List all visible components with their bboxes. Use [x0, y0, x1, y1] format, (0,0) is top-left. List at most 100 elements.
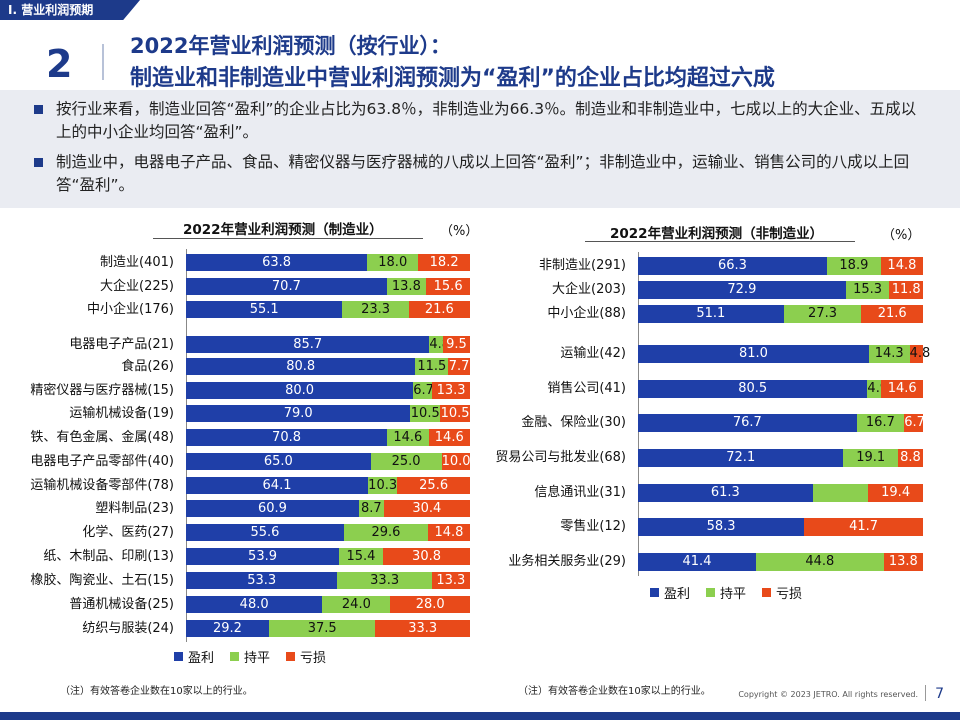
legend-item-profit: 盈利: [174, 647, 214, 666]
page-title-line2: 制造业和非制造业中营业利润预测为“盈利”的企业占比均超过六成: [130, 66, 775, 91]
bar-segment-profit: 76.7: [638, 414, 857, 432]
data-label: 10.5: [410, 406, 440, 421]
data-label: 65.0: [263, 454, 293, 469]
bar-segment-loss: 41.7: [804, 518, 923, 536]
category-label: 铁、有色金属、金属(48): [30, 429, 174, 445]
legend-swatch-loss: [286, 652, 296, 661]
bar-segment-loss: 7.7: [448, 358, 470, 375]
bar-segment-loss: 10.0: [441, 453, 471, 470]
bar-segment-profit: 72.9: [638, 281, 846, 299]
data-label: 25.6: [419, 478, 449, 493]
footnote-nonmanufacturing: （注）有效答卷企业数在10家以上的行业。: [518, 686, 711, 697]
data-label: 18.2: [429, 255, 459, 270]
bar-segment-profit: 65.0: [186, 453, 371, 470]
data-label: 44.8: [805, 554, 835, 569]
legend-item-profit: 盈利: [650, 583, 690, 602]
data-label: 25.0: [391, 454, 421, 469]
legend-label: 持平: [244, 651, 271, 666]
footnote-manufacturing: （注）有效答卷企业数在10家以上的行业。: [60, 686, 253, 697]
data-label: 80.0: [285, 383, 315, 398]
data-label: 8.7: [360, 501, 382, 516]
bullet-item: 制造业中，电器电子产品、食品、精密仪器与医疗器械的八成以上回答“盈利”；非制造业…: [34, 151, 930, 197]
bar-segment-flat: 33.3: [337, 572, 432, 589]
bar-segment-flat: 19.1: [843, 449, 898, 467]
bar-segment-profit: 41.4: [638, 553, 756, 571]
bar-segment-flat: 11.5: [415, 358, 449, 375]
legend-item-flat: 持平: [230, 647, 270, 666]
legend-label: 持平: [720, 587, 747, 602]
chart-unit-manufacturing: （%）: [440, 224, 479, 239]
bar-segment-loss: 4.8: [909, 345, 930, 363]
data-label: 80.5: [738, 381, 768, 396]
legend-swatch-loss: [762, 588, 772, 597]
page-number: 7: [935, 686, 944, 702]
bar-segment-flat: 18.0: [367, 254, 419, 271]
category-label: 中小企业(88): [547, 306, 626, 321]
legend-item-loss: 亏损: [762, 583, 802, 602]
bar-segment-loss: 14.6: [881, 380, 923, 398]
chart-unit-nonmanufacturing: （%）: [882, 228, 921, 243]
category-label: 金融、保险业(30): [521, 415, 626, 430]
data-label: 85.7: [293, 337, 323, 352]
bar-segment-flat: 4.8: [429, 336, 450, 353]
bar-segment-flat: 4.9: [867, 380, 888, 398]
bar-segment-flat: 29.6: [343, 524, 428, 541]
category-label: 大企业(225): [100, 278, 174, 294]
bar-segment-profit: 85.7: [186, 336, 430, 353]
bar-segment-flat: 25.0: [370, 453, 442, 470]
legend-swatch-profit: [650, 588, 659, 597]
bar-segment-flat: 18.9: [826, 257, 881, 275]
bar-segment-profit: 55.1: [186, 301, 343, 318]
bullet-text: 按行业来看，制造业回答“盈利”的企业占比为63.8％，非制造业为66.3％。制造…: [56, 100, 917, 141]
category-label: 电器电子产品(21): [69, 336, 174, 352]
data-label: 29.2: [212, 621, 242, 636]
bar-segment-loss: 18.2: [418, 254, 470, 271]
data-label: 14.6: [887, 381, 917, 396]
data-label: 72.9: [727, 282, 757, 297]
bar-segment-loss: 13.3: [431, 572, 470, 589]
category-label: 普通机械设备(25): [69, 596, 174, 612]
bar-segment-loss: 13.8: [883, 553, 923, 571]
chart-title-nonmanufacturing: 2022年营业利润预测（非制造业）: [610, 226, 824, 242]
bar-segment-loss: 14.6: [428, 429, 470, 446]
data-label: 37.5: [307, 621, 337, 636]
bar-segment-profit: 70.8: [186, 429, 388, 446]
bar-segment-profit: 81.0: [638, 345, 869, 363]
bottom-bar: [0, 712, 960, 720]
data-label: 55.1: [249, 302, 279, 317]
slide-number: 2: [46, 42, 73, 86]
data-label: 48.0: [239, 597, 269, 612]
category-label: 食品(26): [121, 358, 174, 374]
bar-segment-loss: 10.5: [440, 405, 470, 422]
bar-segment-profit: 60.9: [186, 500, 359, 517]
bullet-text: 制造业中，电器电子产品、食品、精密仪器与医疗器械的八成以上回答“盈利”；非制造业…: [56, 153, 910, 194]
data-label: 13.3: [436, 383, 466, 398]
bar-segment-flat: 10.3: [368, 477, 398, 494]
data-label: 81.0: [738, 346, 768, 361]
legend-swatch-flat: [230, 652, 240, 661]
title-divider: [102, 44, 104, 80]
category-label: 运输业(42): [560, 346, 626, 361]
legend-label: 亏损: [300, 651, 327, 666]
bar-segment-flat: 15.4: [339, 548, 383, 565]
bar-segment-flat: 37.5: [268, 620, 376, 637]
category-label: 运输机械设备零部件(78): [30, 477, 174, 493]
category-label: 化学、医药(27): [82, 524, 174, 540]
data-label: 10.0: [441, 454, 471, 469]
footer-divider: [925, 685, 926, 701]
page-title-line1: 2022年营业利润预测（按行业）：: [130, 34, 451, 58]
data-label: 6.7: [904, 415, 925, 430]
bar-segment-flat: 27.3: [783, 305, 862, 323]
data-label: 28.0: [415, 597, 445, 612]
data-label: 29.6: [371, 525, 401, 540]
data-label: 11.5: [417, 359, 447, 374]
category-label: 销售公司(41): [547, 381, 626, 396]
data-label: 18.0: [378, 255, 408, 270]
data-label: 51.1: [696, 306, 726, 321]
data-label: 23.3: [361, 302, 391, 317]
data-label: 24.0: [341, 597, 371, 612]
bar-segment-profit: 80.8: [186, 358, 416, 375]
data-label: 14.3: [874, 346, 904, 361]
bar-segment-profit: 80.0: [186, 382, 414, 399]
data-label: 11.8: [891, 282, 921, 297]
